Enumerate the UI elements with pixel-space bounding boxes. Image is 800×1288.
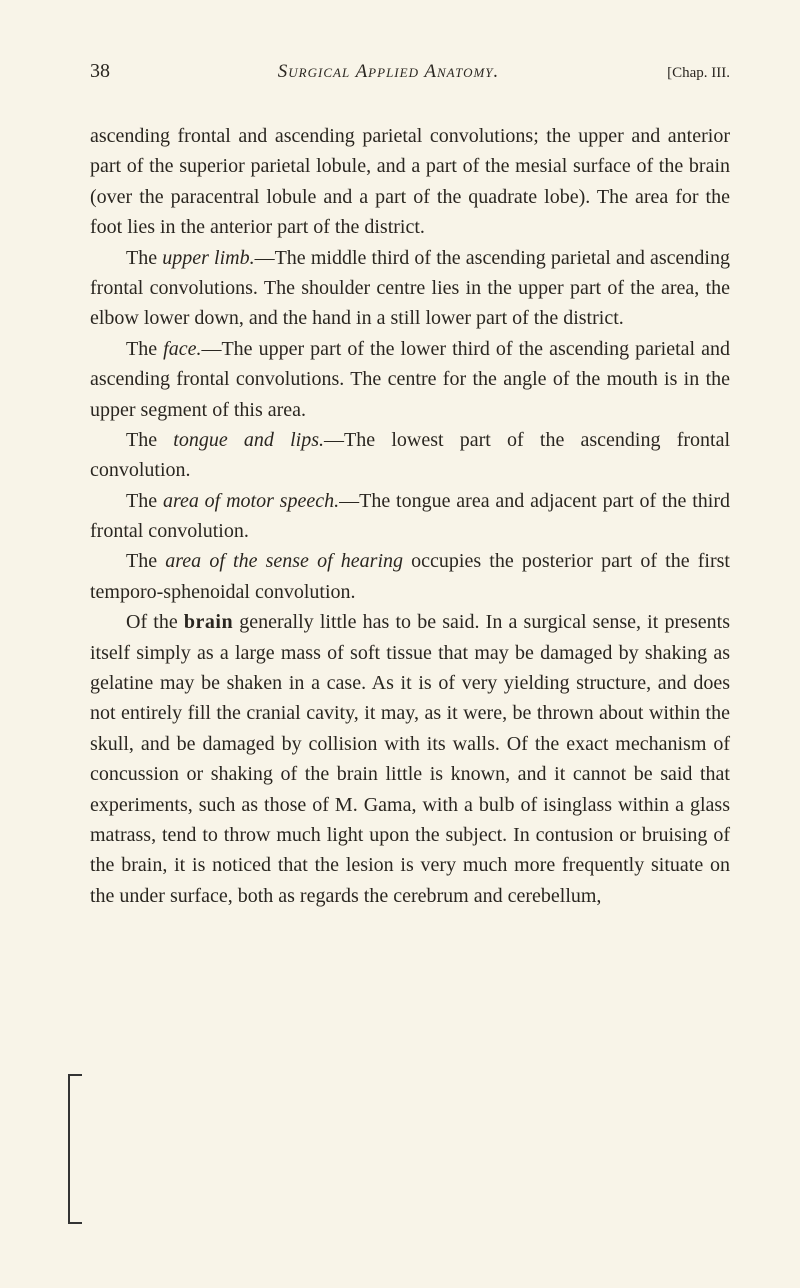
para7-b: generally little has to be said. In a su… <box>90 611 730 907</box>
paragraph-6: The area of the sense of hearing occupie… <box>90 546 730 607</box>
margin-bracket <box>68 1074 82 1224</box>
para4-prefix: The <box>126 429 173 451</box>
para4-ital: tongue and lips. <box>173 429 324 451</box>
body-text: ascending frontal and ascending parietal… <box>90 121 730 911</box>
paragraph-7: Of the brain generally little has to be … <box>90 607 730 911</box>
chapter-mark: [Chap. III. <box>667 65 730 82</box>
paragraph-3: The face.—The upper part of the lower th… <box>90 334 730 425</box>
para2-ital: upper limb. <box>162 247 254 269</box>
para1-text: ascending frontal and ascending parietal… <box>90 125 730 238</box>
para3-ital: face. <box>163 338 201 360</box>
page-number: 38 <box>90 60 110 83</box>
paragraph-1: ascending frontal and ascending parietal… <box>90 121 730 243</box>
para6-ital: area of the sense of hearing <box>165 550 403 572</box>
page-header: 38 Surgical Applied Anatomy. [Chap. III. <box>90 60 730 83</box>
para5-ital: area of motor speech. <box>163 490 339 512</box>
running-title: Surgical Applied Anatomy. <box>278 61 500 83</box>
para7-bold: brain <box>184 611 233 633</box>
paragraph-4: The tongue and lips.—The lowest part of … <box>90 425 730 486</box>
para3-prefix: The <box>126 338 163 360</box>
paragraph-2: The upper limb.—The middle third of the … <box>90 243 730 334</box>
para5-prefix: The <box>126 490 163 512</box>
para6-prefix: The <box>126 550 165 572</box>
paragraph-5: The area of motor speech.—The tongue are… <box>90 486 730 547</box>
para7-a: Of the <box>126 611 184 633</box>
para2-prefix: The <box>126 247 162 269</box>
